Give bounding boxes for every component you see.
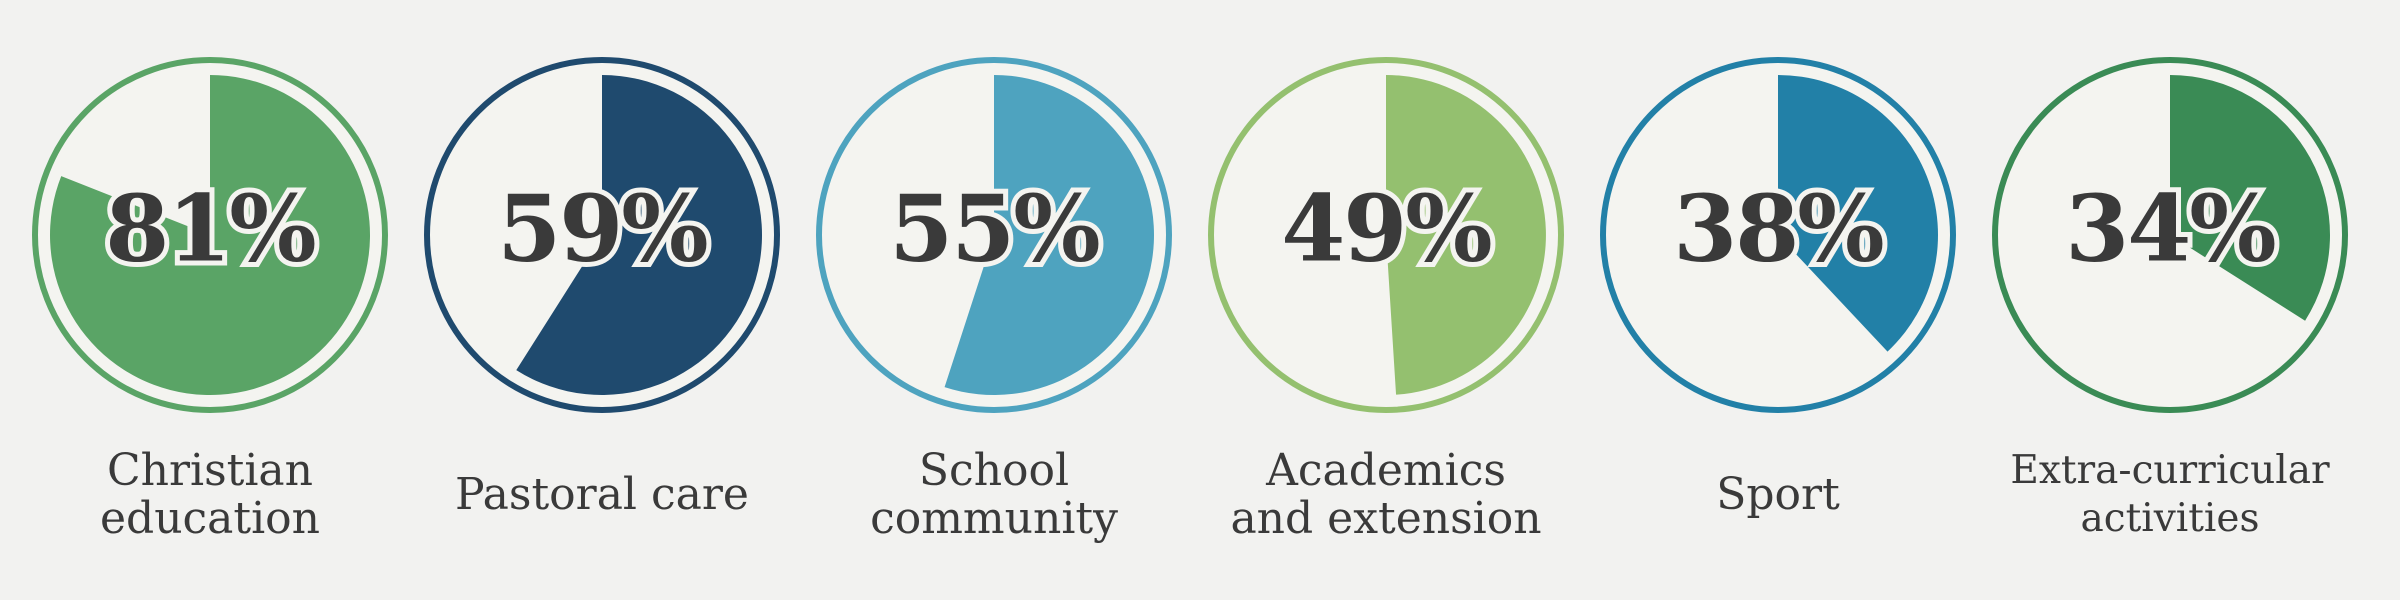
chart-item-christian-education: 81% Christian education	[20, 0, 400, 600]
pie-chart-extra-curricular-activities: 34%	[1992, 57, 2348, 413]
chart-item-pastoral-care: 59% Pastoral care	[412, 0, 792, 600]
pie-slice-christian-education	[50, 75, 371, 395]
percent-value-school-community: 55%	[889, 175, 1099, 283]
label-pastoral-care: Pastoral care	[455, 469, 749, 520]
pie-slice-sport	[1778, 75, 1938, 352]
percent-value-sport: 38%	[1673, 175, 1883, 283]
chart-item-school-community: 55% School community	[804, 0, 1184, 600]
pie-chart-academics-and-extension: 49%	[1208, 57, 1564, 413]
label-school-community: School community	[870, 445, 1118, 544]
percent-value-christian-education: 81%	[105, 175, 315, 283]
label-christian-education: Christian education	[100, 445, 320, 544]
chart-item-academics-and-extension: 49% Academics and extension	[1196, 0, 1576, 600]
percent-value-pastoral-care: 59%	[497, 175, 707, 283]
pie-chart-pastoral-care: 59%	[424, 57, 780, 413]
pie-chart-school-community: 55%	[816, 57, 1172, 413]
pie-slice-school-community	[944, 75, 1154, 395]
label-academics-and-extension: Academics and extension	[1230, 445, 1542, 544]
chart-item-extra-curricular-activities: 34% Extra-curricular activities	[1980, 0, 2360, 600]
pie-slice-academics-and-extension	[1386, 75, 1546, 395]
percent-value-academics-and-extension: 49%	[1281, 175, 1491, 283]
pie-chart-christian-education: 81%	[32, 57, 388, 413]
chart-item-sport: 38% Sport	[1588, 0, 1968, 600]
label-sport: Sport	[1716, 469, 1840, 520]
percent-value-extra-curricular-activities: 34%	[2065, 175, 2275, 283]
pie-chart-sport: 38%	[1600, 57, 1956, 413]
pie-slice-pastoral-care	[516, 75, 763, 395]
pie-slice-extra-curricular-activities	[2170, 75, 2330, 321]
label-extra-curricular-activities: Extra-curricular activities	[2010, 448, 2330, 541]
